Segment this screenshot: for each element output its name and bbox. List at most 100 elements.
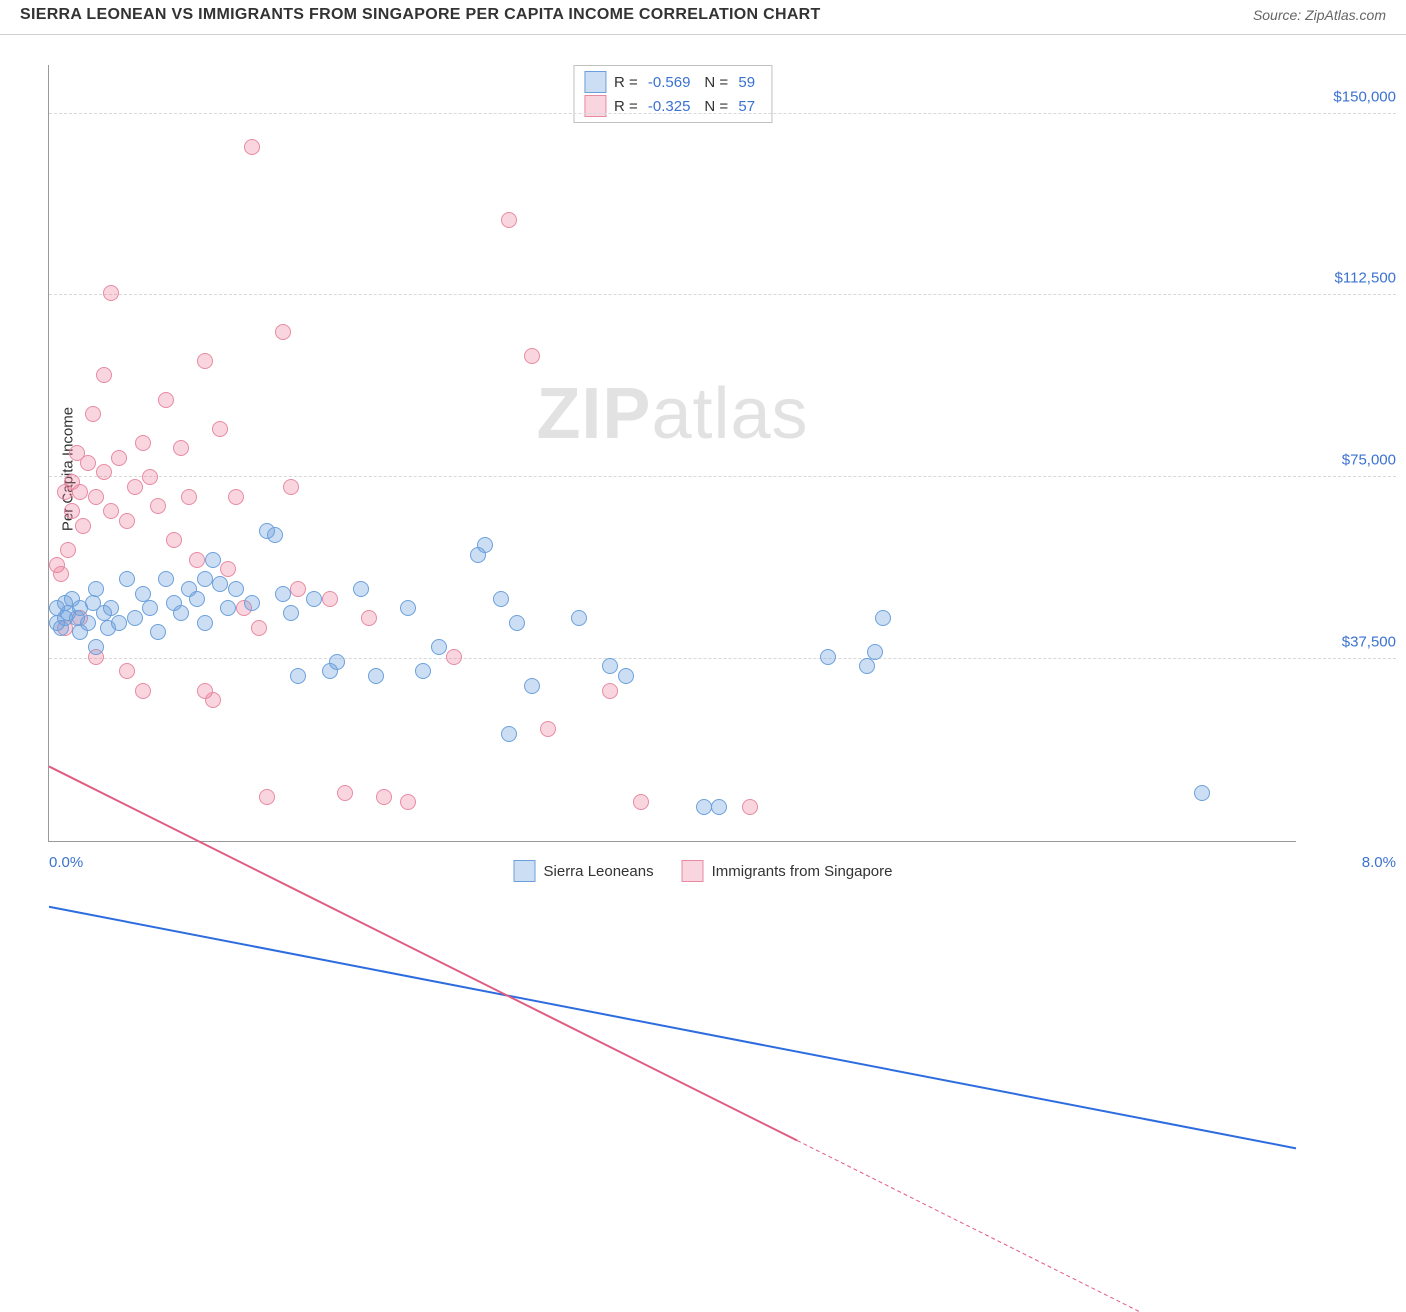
legend-swatch [584,95,606,117]
data-point-sierra [197,615,213,631]
data-point-sierra [150,624,166,640]
legend-swatch [682,860,704,882]
data-point-sierra [197,571,213,587]
data-point-sierra [306,591,322,607]
y-tick-label: $75,000 [1306,452,1396,469]
data-point-singapore [150,498,166,514]
data-point-sierra [820,649,836,665]
data-point-singapore [337,785,353,801]
data-point-singapore [633,794,649,810]
data-point-sierra [618,668,634,684]
data-point-singapore [205,692,221,708]
data-point-sierra [696,799,712,815]
data-point-sierra [158,571,174,587]
data-point-singapore [501,212,517,228]
data-point-sierra [275,586,291,602]
data-point-sierra [212,576,228,592]
data-point-sierra [220,600,236,616]
data-point-sierra [859,658,875,674]
data-point-sierra [509,615,525,631]
data-point-sierra [329,654,345,670]
data-point-singapore [524,348,540,364]
legend-series: Sierra Leoneans Immigrants from Singapore [514,860,893,882]
data-point-singapore [275,324,291,340]
data-point-sierra [400,600,416,616]
data-point-singapore [72,484,88,500]
data-point-singapore [283,479,299,495]
data-point-sierra [103,600,119,616]
watermark: ZIPatlas [536,373,808,455]
legend-label: Sierra Leoneans [544,863,654,880]
data-point-sierra [524,678,540,694]
data-point-singapore [80,455,96,471]
data-point-sierra [867,644,883,660]
data-point-sierra [135,586,151,602]
data-point-singapore [212,421,228,437]
data-point-sierra [415,663,431,679]
data-point-sierra [244,595,260,611]
data-point-sierra [571,610,587,626]
data-point-singapore [220,561,236,577]
data-point-sierra [501,726,517,742]
data-point-sierra [290,668,306,684]
data-point-singapore [322,591,338,607]
data-point-sierra [205,552,221,568]
data-point-singapore [244,139,260,155]
data-point-singapore [602,683,618,699]
data-point-singapore [103,503,119,519]
gridline [49,476,1396,477]
x-tick-label: 8.0% [1306,854,1396,871]
data-point-sierra [189,591,205,607]
data-point-singapore [142,469,158,485]
data-point-sierra [1194,785,1210,801]
data-point-sierra [127,610,143,626]
data-point-singapore [85,406,101,422]
plot-wrap: Per Capita Income ZIPatlas R = -0.569N =… [0,45,1406,892]
data-point-sierra [353,581,369,597]
chart-source: Source: ZipAtlas.com [1253,7,1386,23]
data-point-singapore [119,513,135,529]
data-point-singapore [135,683,151,699]
data-point-singapore [103,285,119,301]
data-point-sierra [173,605,189,621]
data-point-sierra [493,591,509,607]
data-point-sierra [88,639,104,655]
data-point-sierra [228,581,244,597]
data-point-singapore [75,518,91,534]
y-tick-label: $37,500 [1306,634,1396,651]
legend-r: R = -0.569 [614,74,696,91]
data-point-singapore [127,479,143,495]
data-point-singapore [64,503,80,519]
legend-swatch [584,71,606,93]
data-point-singapore [251,620,267,636]
chart-title: SIERRA LEONEAN VS IMMIGRANTS FROM SINGAP… [20,6,821,24]
data-point-singapore [135,435,151,451]
data-point-singapore [228,489,244,505]
data-point-singapore [197,353,213,369]
data-point-singapore [53,566,69,582]
data-point-singapore [181,489,197,505]
chart-header: SIERRA LEONEAN VS IMMIGRANTS FROM SINGAP… [0,0,1406,35]
data-point-singapore [400,794,416,810]
data-point-singapore [60,542,76,558]
legend-stats: R = -0.569N = 59R = -0.325N = 57 [573,65,772,123]
y-tick-label: $150,000 [1306,88,1396,105]
data-point-sierra [142,600,158,616]
data-point-singapore [189,552,205,568]
trend-lines [49,65,1296,1312]
data-point-singapore [88,489,104,505]
legend-label: Immigrants from Singapore [712,863,893,880]
data-point-sierra [267,527,283,543]
legend-n: N = 59 [704,74,761,91]
legend-swatch [514,860,536,882]
data-point-singapore [96,367,112,383]
data-point-singapore [119,663,135,679]
data-point-singapore [446,649,462,665]
gridline [49,113,1396,114]
plot-area: ZIPatlas R = -0.569N = 59R = -0.325N = 5… [48,65,1296,842]
data-point-singapore [742,799,758,815]
data-point-singapore [158,392,174,408]
data-point-sierra [88,581,104,597]
data-point-sierra [119,571,135,587]
data-point-sierra [875,610,891,626]
